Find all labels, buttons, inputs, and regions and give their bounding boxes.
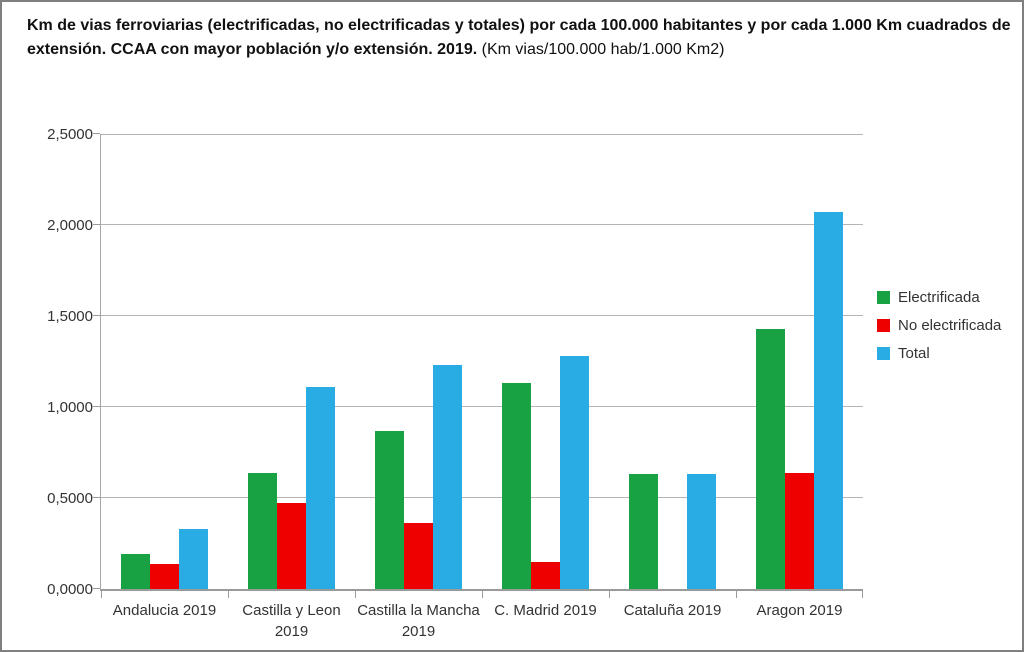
bar-electrificada [502,383,531,589]
legend-label: No electrificada [898,317,1002,334]
bar-group [482,134,609,589]
y-axis-tick [93,588,100,589]
legend: Electrificada No electrificada Total [877,289,1001,373]
legend-item-no-electrificada: No electrificada [877,317,1001,334]
bar-total [179,528,208,589]
bar-no-electrificada [277,503,306,589]
bar-total [560,356,589,589]
bar-electrificada [121,554,150,589]
y-axis-tick [93,133,100,134]
bar-total [306,386,335,589]
bar-total [687,474,716,589]
x-axis-category-label: Castilla y Leon 2019 [242,602,341,640]
x-axis-category-label: Andalucia 2019 [112,602,217,619]
x-axis-tick [228,591,229,598]
y-axis-tick-label: 1,5000 [47,308,93,325]
bar-no-electrificada [404,523,433,589]
y-axis-tick-label: 0,5000 [47,490,93,507]
bar-electrificada [375,430,404,589]
bar-electrificada [248,472,277,589]
x-axis-category-label: Castilla la Mancha 2019 [357,602,480,640]
bar-no-electrificada [785,472,814,589]
x-axis-tick [101,591,102,598]
gridline [101,406,863,407]
x-axis-category-label: Cataluña 2019 [623,602,722,619]
y-axis-tick-label: 2,5000 [47,126,93,143]
bar-group [101,134,228,589]
y-axis-tick-label: 0,0000 [47,581,93,598]
legend-label: Electrificada [898,289,980,306]
x-axis-tick [355,591,356,598]
legend-swatch-electrificada [877,291,890,304]
y-axis-tick [93,224,100,225]
chart-title-units: (Km vias/100.000 hab/1.000 Km2) [481,41,725,58]
chart-title-main: Km de vias ferroviarias (electrificadas,… [27,17,1011,58]
x-axis-category-label: C. Madrid 2019 [494,602,597,619]
bar-total [433,365,462,589]
legend-item-electrificada: Electrificada [877,289,1001,306]
gridline [101,315,863,316]
chart-title: Km de vias ferroviarias (electrificadas,… [27,14,1012,62]
y-axis-tick [93,315,100,316]
x-axis-tick [609,591,610,598]
gridline [101,497,863,498]
bar-group [609,134,736,589]
y-axis-tick-label: 2,0000 [47,217,93,234]
bar-no-electrificada [150,563,179,589]
legend-item-total: Total [877,345,1001,362]
legend-label: Total [898,345,930,362]
plot-area: 0,0000 0,5000 1,0000 1,5000 2,0000 2,5000 Anda… [47,126,863,640]
bar-electrificada [629,474,658,589]
gridline [101,134,863,135]
legend-swatch-total [877,347,890,360]
x-axis-category-label: Aragon 2019 [756,602,843,619]
y-axis-tick-label: 1,0000 [47,399,93,416]
gridline [101,224,863,225]
bar-total [814,212,843,589]
legend-swatch-no-electrificada [877,319,890,332]
bar-no-electrificada [531,561,560,589]
bar-electrificada [756,328,785,589]
y-axis-tick [93,406,100,407]
bar-group [355,134,482,589]
bar-group [736,134,863,589]
y-axis-tick [93,497,100,498]
x-axis-tick [482,591,483,598]
x-axis-tick [862,591,863,598]
x-axis-tick [736,591,737,598]
bar-group [228,134,355,589]
